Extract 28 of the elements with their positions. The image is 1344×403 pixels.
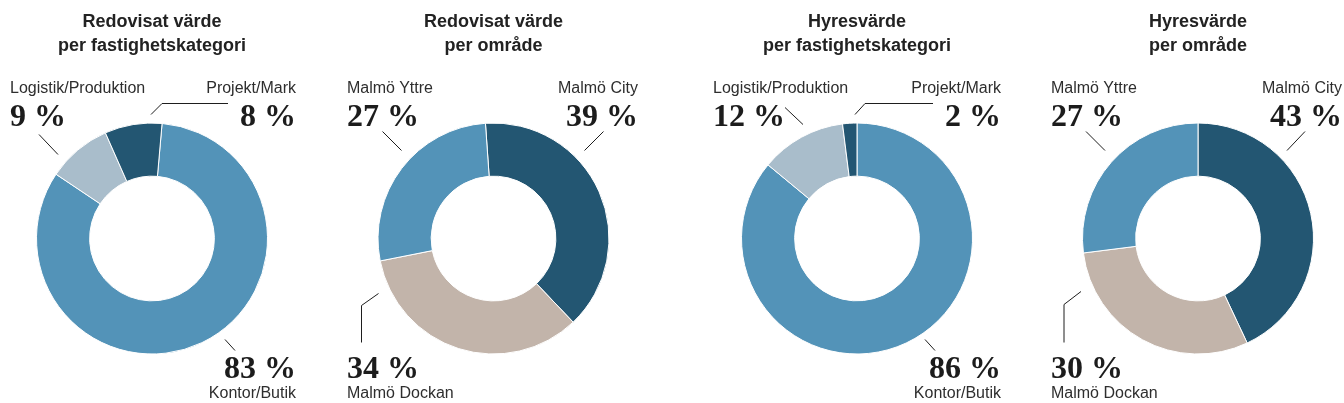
data-label: 9 % xyxy=(10,96,66,133)
slice-label: Malmö City xyxy=(1261,78,1342,96)
data-label: 43 % xyxy=(1270,96,1342,133)
chart-title: Redovisat värde per fastighetskategori xyxy=(56,10,248,57)
chart-title: Redovisat värde per område xyxy=(422,10,565,57)
data-label: 12 % xyxy=(713,96,785,133)
data-label: 2 % xyxy=(945,96,1001,133)
data-label: 39 % xyxy=(566,96,638,133)
slice-label: Malmö Yttre xyxy=(347,78,434,96)
data-label: 8 % xyxy=(240,96,296,133)
slice-label: Logistik/Produktion xyxy=(10,78,146,96)
data-label: 86 % xyxy=(929,349,1001,385)
slice-label: Projekt/Mark xyxy=(911,78,1002,96)
slice-label: Malmö City xyxy=(557,78,638,96)
slice-label: Malmö Yttre xyxy=(1051,78,1138,96)
data-label: 30 % xyxy=(1051,349,1123,385)
slice-label: Malmö Dockan xyxy=(1051,384,1158,401)
data-label: 83 % xyxy=(224,349,296,385)
data-label: 27 % xyxy=(347,96,419,133)
slice-label: Projekt/Mark xyxy=(206,78,297,96)
chart-title: Hyresvärde per fastighetskategori xyxy=(761,10,953,57)
chart-title: Hyresvärde per område xyxy=(1147,10,1249,57)
slice-label: Logistik/Produktion xyxy=(713,78,849,96)
data-label: 27 % xyxy=(1051,96,1123,133)
slice-label: Kontor/Butik xyxy=(208,384,297,401)
slice-label: Malmö Dockan xyxy=(347,384,454,401)
slice-label: Kontor/Butik xyxy=(913,384,1002,401)
data-label: 34 % xyxy=(347,349,419,385)
